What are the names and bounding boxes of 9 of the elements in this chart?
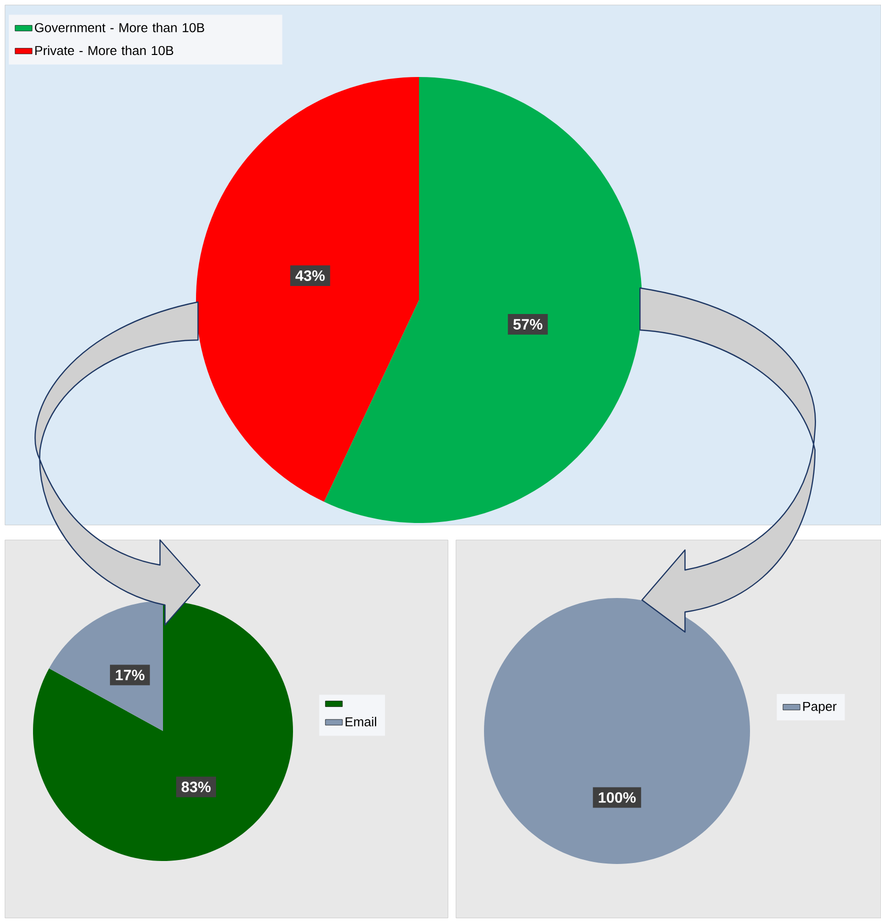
data-label: 17% [116,670,144,680]
data-label: 43% [295,270,325,281]
legend-label: Government - More than 10B [34,22,204,32]
legend-label: Private - More than 10B [35,46,174,56]
legend-label: Email [346,716,376,726]
legend-label: Paper [803,702,837,714]
data-label: 57% [513,319,542,330]
data-label: 83% [182,782,211,792]
data-label: 100% [598,792,636,803]
